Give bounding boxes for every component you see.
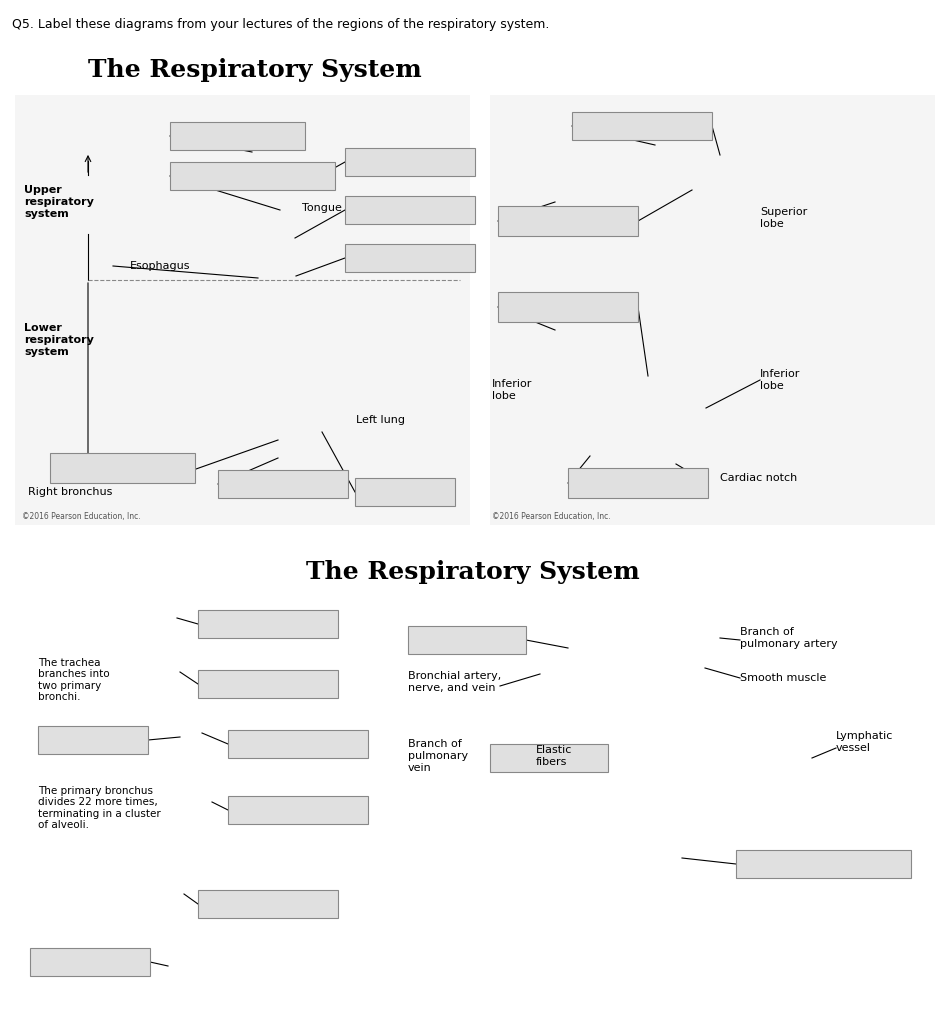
Text: Lower
respiratory
system: Lower respiratory system <box>24 324 93 356</box>
Text: Inferior
lobe: Inferior lobe <box>759 370 800 391</box>
Bar <box>567 468 707 498</box>
Text: The primary bronchus
divides 22 more times,
terminating in a cluster
of alveoli.: The primary bronchus divides 22 more tim… <box>38 785 160 830</box>
Text: Tongue: Tongue <box>302 203 342 213</box>
Text: The Respiratory System: The Respiratory System <box>305 560 639 584</box>
Bar <box>497 292 637 322</box>
Text: Left lung: Left lung <box>356 415 405 425</box>
Bar <box>345 148 475 176</box>
Bar <box>345 244 475 272</box>
Bar <box>571 112 711 140</box>
Bar <box>228 730 367 758</box>
Bar <box>345 196 475 224</box>
Text: Q5. Label these diagrams from your lectures of the regions of the respiratory sy: Q5. Label these diagrams from your lectu… <box>12 18 548 31</box>
Bar <box>218 470 347 498</box>
Text: Right bronchus: Right bronchus <box>28 487 112 497</box>
Bar <box>198 670 338 698</box>
Text: The Respiratory System: The Respiratory System <box>88 58 422 82</box>
Text: Elastic
fibers: Elastic fibers <box>535 745 572 767</box>
Bar <box>38 726 148 754</box>
Bar <box>198 610 338 638</box>
Text: Upper
respiratory
system: Upper respiratory system <box>24 185 93 218</box>
Bar <box>50 453 194 483</box>
Text: Superior
lobe: Superior lobe <box>759 207 806 228</box>
Bar <box>30 948 150 976</box>
Text: Smooth muscle: Smooth muscle <box>739 673 825 683</box>
Text: ©2016 Pearson Education, Inc.: ©2016 Pearson Education, Inc. <box>492 512 610 520</box>
Text: Branch of
pulmonary artery: Branch of pulmonary artery <box>739 627 836 649</box>
Text: Bronchial artery,
nerve, and vein: Bronchial artery, nerve, and vein <box>408 671 500 693</box>
Bar <box>490 95 934 525</box>
Text: Cardiac notch: Cardiac notch <box>719 473 797 483</box>
Text: Branch of
pulmonary
vein: Branch of pulmonary vein <box>408 739 467 772</box>
Bar <box>497 206 637 236</box>
Text: ©2016 Pearson Education, Inc.: ©2016 Pearson Education, Inc. <box>22 512 141 520</box>
Text: Inferior
lobe: Inferior lobe <box>492 379 531 400</box>
Bar <box>735 850 910 878</box>
Text: The trachea
branches into
two primary
bronchi.: The trachea branches into two primary br… <box>38 657 110 702</box>
Bar <box>170 122 305 150</box>
Bar <box>355 478 454 506</box>
Bar <box>490 744 607 772</box>
Bar <box>170 162 334 190</box>
Bar <box>198 890 338 918</box>
Text: Esophagus: Esophagus <box>130 261 191 271</box>
Bar <box>15 95 469 525</box>
Text: Lymphatic
vessel: Lymphatic vessel <box>835 731 892 753</box>
Bar <box>408 626 526 654</box>
Bar <box>228 796 367 824</box>
